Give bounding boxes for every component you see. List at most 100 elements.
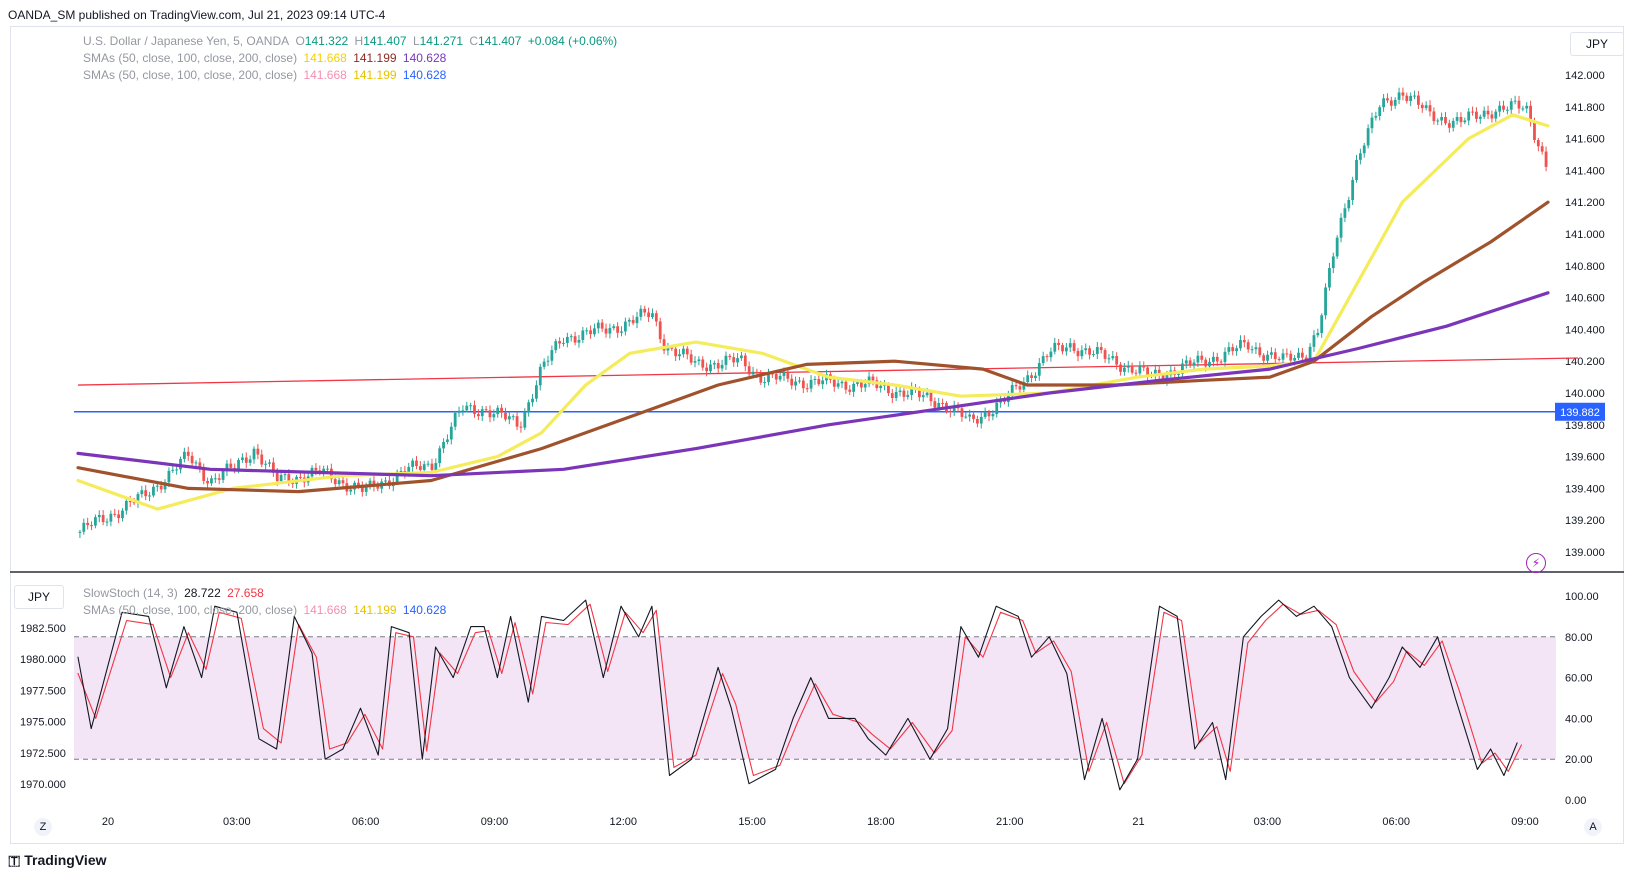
candle-body [221, 471, 225, 480]
candle-body [488, 410, 492, 418]
candle-body [519, 426, 523, 428]
candle-body [1370, 117, 1374, 129]
candle-body [658, 321, 662, 340]
candle-body [898, 390, 902, 392]
lightning-icon[interactable]: ⚡ [1526, 553, 1546, 573]
candle-body [113, 513, 117, 515]
candle-body [1397, 92, 1401, 100]
candle-body [1196, 355, 1200, 363]
candle-body [890, 393, 894, 398]
candle-body [225, 463, 229, 472]
candle-body [867, 376, 871, 385]
candle-body [291, 482, 295, 484]
time-tick-label: 03:00 [223, 816, 251, 828]
currency-button[interactable]: JPY [1570, 32, 1624, 56]
candle-body [148, 495, 151, 497]
candle-body [1161, 375, 1165, 381]
candle-body [1134, 372, 1138, 374]
candle-body [1316, 333, 1320, 336]
candle-body [1351, 179, 1355, 200]
candle-body [426, 463, 430, 465]
candle-body [1188, 360, 1192, 366]
stoch-sma-legend: SMAs (50, close, 100, close, 200, close)… [83, 603, 449, 617]
candle-body [840, 381, 844, 384]
candle-body [213, 478, 217, 480]
zoom-button[interactable]: Z [34, 818, 52, 836]
candle-body [1068, 343, 1072, 348]
time-tick-label: 12:00 [610, 816, 638, 828]
candle-body [1382, 98, 1385, 108]
brand-label: TradingView [24, 852, 107, 868]
candle-body [987, 412, 991, 417]
stoch-tick-label: 40.00 [1565, 713, 1593, 725]
candle-body [1273, 352, 1277, 359]
candle-body [1490, 114, 1494, 119]
high-value: 141.407 [363, 34, 407, 48]
candle-body [1239, 340, 1242, 349]
candle-body [1022, 382, 1026, 390]
candle-body [1049, 351, 1053, 358]
stoch-left-tick-label: 1977.500 [20, 685, 66, 697]
candle-body [1304, 357, 1308, 361]
candle-body [705, 367, 709, 372]
stoch-tick-label: 20.00 [1565, 754, 1593, 766]
candle-body [434, 463, 438, 470]
candle-body [743, 355, 747, 367]
candle-body [728, 355, 732, 358]
candle-body [117, 514, 121, 519]
candle-body [314, 467, 318, 471]
low-value: 141.271 [419, 34, 464, 48]
candle-body [983, 412, 987, 417]
price-tick-label: 139.000 [1565, 547, 1605, 559]
candle-body [299, 476, 302, 478]
candle-body [778, 375, 782, 380]
candle-body [1204, 359, 1208, 367]
candle-body [275, 472, 279, 482]
candle-body [476, 414, 480, 417]
candle-body [852, 383, 856, 392]
stoch-k-value: 28.722 [184, 586, 221, 600]
candle-body [651, 313, 654, 318]
candle-body [1335, 237, 1339, 257]
candle-body [921, 395, 925, 398]
candle-body [438, 448, 442, 464]
stoch-currency-button[interactable]: JPY [14, 585, 64, 609]
price-tick-label: 141.000 [1565, 229, 1605, 241]
sma50-value: 141.668 [303, 51, 347, 65]
candle-body [152, 486, 155, 496]
sma-legend-1: SMAs (50, close, 100, close, 200, close)… [83, 51, 449, 65]
candle-body [542, 361, 546, 367]
candle-body [326, 468, 329, 470]
sma-label: SMAs (50, close, 100, close, 200, close) [83, 51, 298, 65]
auto-scale-button[interactable]: A [1584, 818, 1602, 836]
candle-body [523, 411, 527, 428]
candle-body [360, 486, 364, 492]
candle-body [616, 326, 620, 333]
sma100-value: 141.199 [353, 68, 397, 82]
sma200-value: 140.628 [402, 603, 447, 617]
candle-body [801, 380, 805, 389]
candle-body [1509, 101, 1513, 110]
candle-body [1331, 256, 1335, 269]
candle-body [1482, 110, 1486, 117]
candle-body [1107, 358, 1111, 360]
candle-body [844, 381, 848, 390]
candle-body [372, 480, 376, 487]
change-value: +0.084 (+0.06%) [527, 34, 618, 48]
candle-body [631, 319, 635, 324]
candle-body [782, 371, 786, 376]
candle-body [600, 322, 604, 329]
candle-body [90, 525, 93, 527]
candle-body [1471, 111, 1474, 113]
candle-body [879, 385, 883, 389]
candle-body [585, 330, 589, 332]
symbol-title: U.S. Dollar / Japanese Yen, 5, OANDA [83, 34, 290, 48]
candle-body [596, 322, 600, 329]
candle-body [376, 486, 380, 489]
candle-body [1231, 347, 1235, 352]
candle-body [565, 336, 569, 343]
candle-body [384, 480, 387, 482]
candle-body [813, 378, 817, 380]
candle-body [1208, 361, 1211, 367]
